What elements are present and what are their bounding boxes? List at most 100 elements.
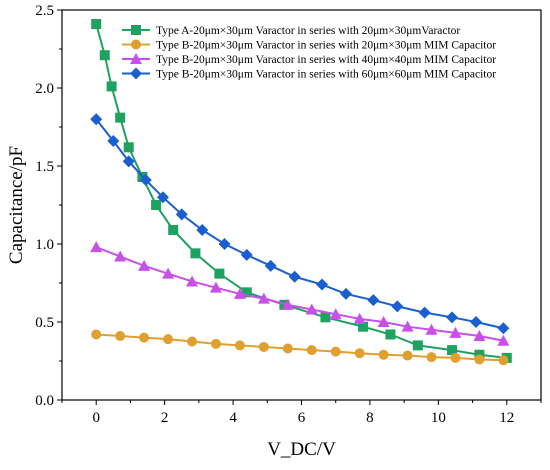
y-tick-label: 0.5 [35,315,54,331]
data-point [329,308,342,320]
data-point [385,329,396,340]
data-point [446,311,459,324]
legend-item: Type B-20μm×30μm Varactor in series with… [122,67,496,81]
legend-marker [130,67,142,80]
x-axis-title: V_DC/V [267,439,336,460]
data-point [106,81,117,92]
data-point [234,340,245,351]
legend-label: Type B-20μm×30μm Varactor in series with… [156,40,496,52]
data-point [151,200,162,210]
data-point [139,332,150,343]
data-point [123,142,134,153]
data-point [210,338,221,349]
x-tick-label: 8 [366,410,374,426]
series-line [95,246,504,342]
axes: 0 2 4 6 8 10 12 0.0 0.5 1.0 1.5 2.0 2.5 [35,3,542,426]
data-point [264,259,277,272]
data-point [447,345,458,356]
data-point [358,321,369,332]
series-line [95,118,504,330]
legend-item: Type A-20μm×30μm Varactor in series with… [122,25,460,37]
data-point [90,241,103,253]
data-point [139,174,152,187]
data-point [258,341,269,352]
data-point [450,352,461,363]
data-point [187,336,198,347]
data-point [218,238,231,250]
x-tick-label: 10 [431,410,446,426]
x-tick-label: 4 [229,410,237,426]
data-point [240,248,253,261]
data-point [412,340,423,351]
data-point [107,135,120,148]
legend-item: Type B-20μm×30μm Varactor in series with… [122,39,496,52]
data-point [190,248,201,259]
data-point [186,275,199,287]
series-3 [90,241,510,346]
x-tick-label: 12 [499,410,514,426]
data-point [330,346,341,357]
data-point [469,316,482,328]
data-point [497,322,510,335]
x-tick-label: 0 [92,410,100,426]
legend-marker [131,39,141,50]
data-point [241,287,252,298]
data-point [474,354,485,365]
data-point [320,312,331,323]
data-point [353,312,366,324]
x-tick-label: 2 [161,410,169,426]
data-point [377,316,390,327]
y-tick-label: 1.5 [35,159,54,175]
data-point [391,300,404,313]
data-point [90,113,103,126]
data-point [288,270,301,283]
x-tick-label: 6 [298,410,306,426]
data-point [306,345,317,356]
data-point [473,330,486,342]
data-point [418,306,431,319]
data-point [175,208,188,221]
legend-item: Type B-20μm×30μm Varactor in series with… [122,53,496,66]
y-tick-label: 0.0 [35,393,54,409]
y-axis-title: Capacitance/pF [6,146,27,264]
data-point [498,355,509,366]
data-point [138,259,151,271]
data-point [449,326,462,338]
series-2 [91,329,509,366]
series-4 [90,113,510,335]
data-point [426,352,437,363]
y-tick-label: 2.5 [35,3,54,19]
data-point [196,223,209,236]
y-tick-label: 2.0 [35,81,54,97]
legend-label: Type A-20μm×30μm Varactor in series with… [156,25,460,37]
data-point [122,155,135,168]
data-point [257,292,270,304]
data-point [214,268,225,279]
data-point [209,281,222,293]
legend: Type A-20μm×30μm Varactor in series with… [122,25,496,81]
data-point [401,320,414,332]
data-point [162,267,175,279]
legend-label: Type B-20μm×30μm Varactor in series with… [156,54,496,66]
data-point [99,50,110,61]
legend-label: Type B-20μm×30μm Varactor in series with… [156,69,496,81]
data-point [114,250,127,262]
data-point [156,191,169,204]
data-point [281,298,294,310]
data-point [115,331,126,342]
data-point [378,349,389,360]
data-point [425,323,438,335]
data-point [115,112,126,123]
data-point [339,287,352,300]
data-point [91,329,102,340]
legend-marker [130,53,142,64]
data-point [354,348,365,359]
series-layer [90,19,512,366]
data-point [316,278,329,291]
data-point [282,343,293,354]
data-point [367,294,380,307]
data-point [497,334,510,346]
data-point [168,224,179,235]
data-point [91,19,102,30]
